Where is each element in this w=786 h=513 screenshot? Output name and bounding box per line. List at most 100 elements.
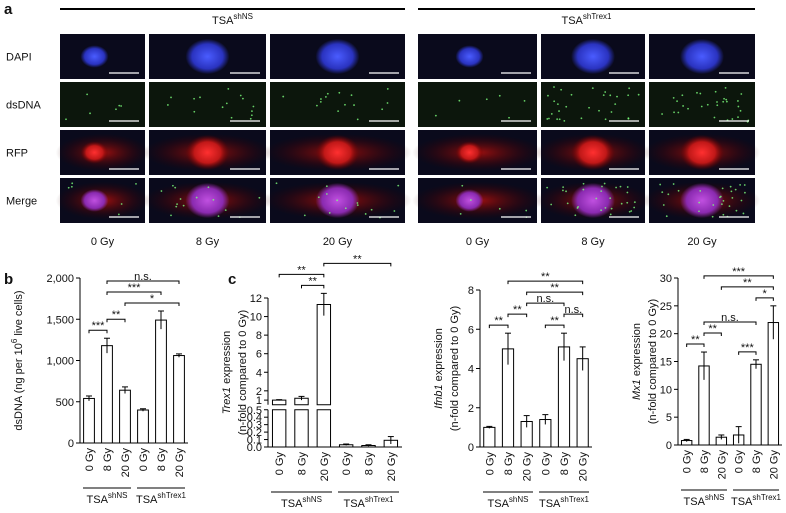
significance-bracket — [106, 318, 126, 323]
dsdna-dot — [600, 190, 603, 193]
micrograph — [270, 34, 405, 79]
y-axis-label-part: expression — [433, 328, 445, 384]
dsdna-dot — [212, 198, 215, 201]
dsdna-dot — [221, 106, 224, 109]
dsdna-dot — [610, 111, 613, 113]
x-tick-label: 20 Gy — [768, 450, 780, 480]
y-axis-label-part: dsDNA (ng per 10 — [13, 343, 25, 430]
dsdna-dot — [565, 190, 567, 193]
nucleus — [80, 45, 109, 68]
significance-label: * — [150, 293, 155, 305]
dsdna-dot — [712, 204, 715, 206]
dsdna-dot — [547, 94, 549, 97]
group-label-base: TSA — [212, 15, 234, 27]
dsdna-dot — [576, 207, 579, 209]
significance-bracket — [278, 273, 325, 278]
red-nucleus — [185, 134, 230, 171]
dsdna-dot — [317, 196, 320, 199]
dsdna-dot — [386, 102, 389, 104]
micrograph-bg — [60, 82, 145, 127]
x-tick-label: 0 Gy — [274, 452, 286, 476]
y-tick-label: 0.4 — [247, 412, 262, 424]
bar — [576, 358, 589, 448]
bar — [316, 303, 332, 406]
bar — [557, 346, 571, 448]
dsdna-dot — [724, 87, 727, 89]
dsdna-dot — [633, 206, 636, 209]
dsdna-dot — [661, 113, 663, 115]
group-label: TSAshNS — [684, 493, 725, 508]
dsdna-dot — [633, 201, 636, 204]
dsdna-dot — [628, 210, 631, 213]
micrograph — [60, 82, 145, 127]
row-label: DAPI — [6, 52, 32, 64]
group-label-sup: shNS — [108, 491, 128, 500]
micrograph-bg — [270, 82, 405, 127]
significance-bracket — [703, 332, 722, 337]
y-tick-label: 20 — [660, 329, 672, 341]
dsdna-dot — [740, 93, 743, 95]
dsdna-dot — [525, 209, 528, 212]
y-tick-label: 2 — [256, 386, 262, 398]
group-label-base: TSA — [87, 494, 109, 506]
column-label: 0 Gy — [91, 236, 115, 248]
dsdna-dot — [744, 191, 746, 194]
merge-nucleus — [455, 189, 484, 212]
dsdna-dot — [637, 93, 640, 96]
y-tick-label: 0.5 — [247, 405, 262, 417]
dsdna-dot — [258, 196, 261, 199]
y-tick-label: 30 — [660, 273, 672, 285]
significance-label: ** — [353, 253, 362, 265]
micrograph — [270, 82, 405, 127]
y-axis-label: Ifnb1 expression — [433, 328, 445, 409]
nucleus — [455, 45, 484, 68]
x-tick-label: 0 Gy — [484, 452, 496, 476]
dsdna-dot — [609, 213, 612, 216]
significance-bracket — [526, 302, 565, 307]
dsdna-dot — [609, 94, 612, 97]
significance-label: *** — [741, 342, 755, 354]
red-nucleus — [571, 134, 615, 171]
nucleus — [680, 38, 724, 75]
dsdna-dot — [627, 117, 630, 120]
significance-bracket — [106, 280, 180, 284]
dsdna-dot — [225, 102, 228, 105]
micrograph — [55, 178, 150, 223]
y-tick-label: 0.1 — [247, 435, 262, 447]
merge-nucleus — [185, 182, 230, 219]
y-tick-label: 1,000 — [46, 356, 74, 368]
group-label-base: TSA — [561, 15, 583, 27]
dsdna-dot — [603, 182, 606, 185]
significance-bracket — [488, 324, 509, 329]
y-axis-label-part: Mx1 — [631, 379, 643, 400]
dsdna-dot — [193, 110, 196, 113]
bar — [101, 345, 113, 444]
dsdna-dot — [70, 185, 73, 188]
y-axis-label-part: expression — [631, 323, 643, 379]
y-tick-label: 0 — [468, 442, 474, 454]
significance-label: ** — [112, 309, 121, 321]
significance-label: ** — [513, 304, 522, 316]
dsdna-dot — [397, 184, 400, 187]
dsdna-dot — [716, 101, 718, 103]
dsdna-dot — [553, 100, 556, 103]
significance-label: n.s. — [134, 271, 152, 283]
dsdna-dot — [720, 203, 723, 206]
dsdna-dot — [485, 98, 488, 101]
x-tick-label: 20 Gy — [120, 448, 132, 478]
y-tick-label: 500 — [56, 397, 74, 409]
dsdna-dot — [604, 207, 607, 209]
dsdna-dot — [117, 213, 120, 216]
dsdna-dot — [160, 190, 163, 192]
significance-label: ** — [550, 282, 559, 294]
dsdna-dot — [65, 118, 67, 121]
significance-bracket — [720, 286, 774, 290]
dsdna-dot — [353, 104, 355, 106]
dsdna-dot — [548, 117, 550, 120]
dsdna-dot — [461, 184, 464, 187]
dsdna-dot — [619, 185, 622, 188]
dsdna-dot — [498, 94, 501, 97]
significance-label: ** — [691, 334, 700, 346]
dsdna-dot — [735, 209, 738, 212]
dsdna-dot — [696, 91, 698, 94]
